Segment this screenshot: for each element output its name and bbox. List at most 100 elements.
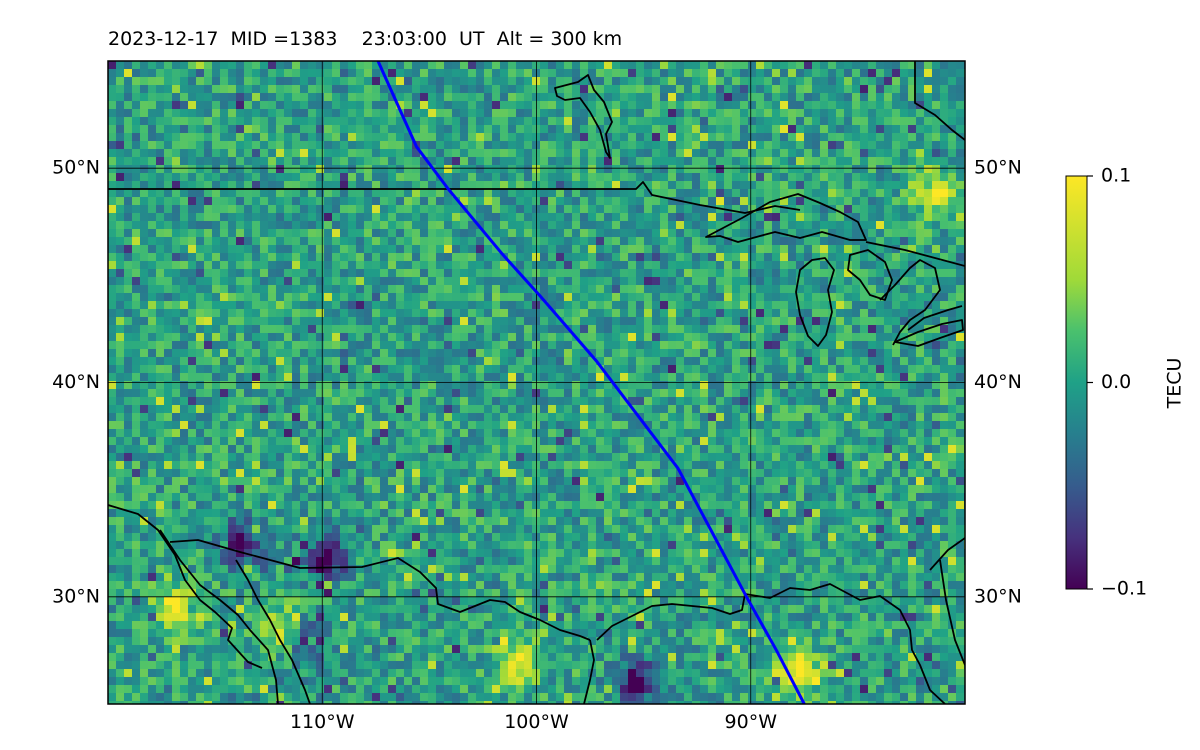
heatmap-cell: [300, 397, 309, 406]
heatmap-cell: [540, 157, 549, 166]
heatmap-cell: [780, 197, 789, 206]
heatmap-cell: [828, 61, 837, 70]
heatmap-cell: [852, 181, 861, 190]
heatmap-cell: [652, 293, 661, 302]
heatmap-cell: [828, 229, 837, 238]
heatmap-cell: [788, 285, 797, 294]
heatmap-cell: [732, 301, 741, 310]
heatmap-cell: [308, 229, 317, 238]
heatmap-cell: [524, 149, 533, 158]
heatmap-cell: [732, 61, 741, 70]
heatmap-cell: [268, 237, 277, 246]
heatmap-cell: [732, 357, 741, 366]
heatmap-cell: [916, 109, 925, 118]
heatmap-cell: [948, 381, 957, 390]
heatmap-cell: [156, 277, 165, 286]
heatmap-cell: [772, 389, 781, 398]
heatmap-cell: [596, 389, 605, 398]
heatmap-cell: [252, 205, 261, 214]
heatmap-cell: [356, 269, 365, 278]
heatmap-cell: [196, 245, 205, 254]
heatmap-cell: [476, 405, 485, 414]
heatmap-cell: [924, 173, 933, 182]
heatmap-cell: [388, 253, 397, 262]
heatmap-cell: [308, 309, 317, 318]
heatmap-cell: [388, 157, 397, 166]
heatmap-cell: [580, 333, 589, 342]
heatmap-cell: [132, 205, 141, 214]
heatmap-cell: [420, 109, 429, 118]
heatmap-cell: [156, 165, 165, 174]
heatmap-cell: [644, 365, 653, 374]
heatmap-cell: [892, 349, 901, 358]
heatmap-cell: [476, 309, 485, 318]
heatmap-cell: [852, 285, 861, 294]
heatmap-cell: [788, 229, 797, 238]
heatmap-cell: [348, 85, 357, 94]
heatmap-cell: [732, 125, 741, 134]
heatmap-cell: [188, 69, 197, 78]
heatmap-cell: [556, 309, 565, 318]
heatmap-cell: [804, 357, 813, 366]
heatmap-cell: [308, 173, 317, 182]
heatmap-cell: [340, 325, 349, 334]
heatmap-cell: [372, 125, 381, 134]
heatmap-cell: [668, 397, 677, 406]
heatmap-cell: [252, 197, 261, 206]
heatmap-cell: [388, 277, 397, 286]
heatmap-cell: [508, 189, 517, 198]
heatmap-cell: [836, 397, 845, 406]
heatmap-cell: [604, 389, 613, 398]
heatmap-cell: [132, 173, 141, 182]
heatmap-cell: [180, 197, 189, 206]
heatmap-cell: [188, 277, 197, 286]
heatmap-cell: [412, 133, 421, 142]
heatmap-cell: [860, 405, 869, 414]
heatmap-cell: [932, 133, 941, 142]
heatmap-cell: [436, 317, 445, 326]
heatmap-cell: [724, 237, 733, 246]
heatmap-cell: [380, 285, 389, 294]
heatmap-cell: [580, 261, 589, 270]
heatmap-cell: [188, 61, 197, 70]
heatmap-cell: [908, 325, 917, 334]
heatmap-cell: [196, 77, 205, 86]
heatmap-cell: [420, 157, 429, 166]
heatmap-cell: [692, 309, 701, 318]
heatmap-cell: [148, 277, 157, 286]
heatmap-cell: [156, 125, 165, 134]
heatmap-cell: [628, 397, 637, 406]
heatmap-cell: [348, 365, 357, 374]
heatmap-cell: [876, 301, 885, 310]
heatmap-cell: [372, 253, 381, 262]
heatmap-cell: [436, 157, 445, 166]
heatmap-cell: [260, 237, 269, 246]
heatmap-cell: [876, 173, 885, 182]
heatmap-cell: [508, 69, 517, 78]
heatmap-cell: [452, 69, 461, 78]
heatmap-cell: [700, 117, 709, 126]
heatmap-cell: [220, 149, 229, 158]
heatmap-cell: [924, 141, 933, 150]
heatmap-cell: [252, 253, 261, 262]
heatmap-cell: [628, 213, 637, 222]
heatmap-cell: [468, 389, 477, 398]
heatmap-cell: [300, 173, 309, 182]
heatmap-cell: [236, 205, 245, 214]
heatmap-cell: [772, 421, 781, 430]
heatmap-cell: [940, 381, 949, 390]
heatmap-cell: [892, 61, 901, 70]
heatmap-cell: [572, 133, 581, 142]
heatmap-cell: [124, 197, 133, 206]
heatmap-cell: [556, 237, 565, 246]
heatmap-cell: [612, 109, 621, 118]
heatmap-cell: [692, 405, 701, 414]
heatmap-cell: [780, 421, 789, 430]
heatmap-cell: [804, 237, 813, 246]
heatmap-cell: [212, 149, 221, 158]
heatmap-cell: [556, 165, 565, 174]
heatmap-cell: [452, 269, 461, 278]
heatmap-cell: [764, 301, 773, 310]
heatmap-cell: [332, 373, 341, 382]
